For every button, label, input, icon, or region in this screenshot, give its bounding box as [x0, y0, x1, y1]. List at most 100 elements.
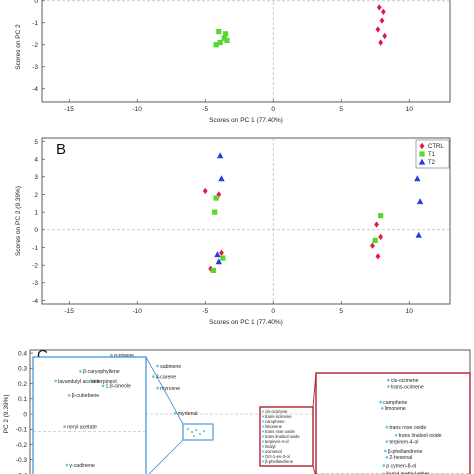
loading-label: 3-carene — [156, 374, 177, 380]
panel-c: 0.4 0.3 0.2 0.1 0 -0.1 -0.2 -0.3 -0.4 PC 2 (9.39%… — [3, 347, 471, 474]
loading-point — [394, 434, 398, 437]
x-tick-label: 5 — [339, 308, 343, 315]
zoom-right-label: trans linalool oxide — [399, 433, 442, 439]
ctrl-point — [375, 26, 381, 33]
t2-point — [415, 231, 422, 238]
t1-point — [220, 255, 226, 261]
ctrl-point — [382, 32, 388, 40]
zoom-left-label: α-terpineol — [92, 379, 117, 385]
loading-point — [79, 370, 82, 373]
y-tick-label: 4 — [34, 156, 38, 163]
x-tick-label: -10 — [132, 106, 142, 113]
ctrl-point — [202, 187, 208, 195]
ctrl-point — [216, 191, 222, 198]
x-tick-label: -15 — [64, 106, 74, 113]
t1-point — [221, 35, 227, 41]
loading-point — [382, 464, 386, 467]
ctrl-point — [219, 249, 224, 256]
y-tick-label: -2 — [32, 42, 38, 49]
loading-point — [380, 406, 384, 410]
ctrl-point — [370, 242, 375, 249]
x-tick-label: -5 — [202, 308, 208, 315]
plot-frame — [41, 0, 451, 103]
x-tick-label: -5 — [202, 106, 208, 113]
t1-point — [212, 209, 218, 215]
y-tick-label: -4 — [32, 86, 38, 93]
zoom-right-label: trans-ocimene — [391, 384, 424, 390]
ctrl-point — [378, 39, 384, 46]
loading-point — [386, 378, 390, 382]
zoom-right-label: camphene — [383, 400, 407, 406]
legend-label: CTRL — [428, 144, 444, 150]
t1-point — [213, 42, 219, 48]
t1-point — [223, 31, 229, 37]
loading-point — [186, 427, 190, 431]
y-tick-label: -0.2 — [16, 442, 28, 449]
y-tick-label: 1 — [34, 209, 38, 216]
loading-label: myrcene — [160, 386, 180, 392]
legend-label: T2 — [428, 160, 436, 166]
loading-label: sabinene — [160, 364, 181, 370]
crowded-label: terpinen-4-ol — [265, 439, 289, 444]
y-tick-label: -3 — [32, 280, 38, 287]
zoom-connector — [145, 356, 184, 425]
zoom-panel-right — [315, 372, 471, 474]
loading-point — [261, 420, 265, 423]
zoom-right-label: β-phellandrene — [388, 449, 423, 455]
crowded-label: ocimenol — [265, 449, 282, 454]
t2-point — [414, 175, 421, 182]
loading-label: α-pinene — [114, 353, 134, 359]
loading-point — [67, 394, 71, 397]
loading-point — [156, 386, 160, 390]
t1-point — [224, 37, 230, 43]
focus-box-right — [259, 406, 314, 467]
zoom-left-label: neryl acetate — [67, 424, 97, 430]
t1-point — [378, 213, 384, 219]
zoom-connector — [312, 465, 316, 474]
x-axis-label: Scores on PC 1 (77.40%) — [209, 117, 283, 124]
panel-letter: B — [56, 141, 66, 158]
y-axis-label: Scores on PC 2 (9.39%) — [15, 186, 22, 256]
loading-point — [110, 353, 113, 357]
loading-point — [194, 428, 198, 432]
zoom-left-label: 1,8-cineole — [106, 384, 131, 390]
crowded-label: trans linalool oxide — [265, 434, 300, 439]
y-tick-label: -0.4 — [16, 472, 28, 474]
zoom-left-label: γ-cadinene — [69, 463, 94, 469]
t1-point — [217, 40, 223, 46]
y-tick-label: -0.1 — [16, 427, 28, 434]
zoom-right-label: p cymen-8-ol — [386, 463, 416, 469]
loading-point — [385, 425, 389, 429]
y-tick-label: 0.1 — [18, 396, 27, 403]
loading-point — [261, 430, 265, 433]
x-tick-label: 5 — [339, 106, 343, 113]
loading-point — [261, 440, 265, 443]
loading-point — [151, 375, 155, 379]
t1-point — [210, 267, 216, 274]
panel-a: -15 -10 -5 0 5 10 0 -1 -2 -3 -4 Scores on PC 1 (77.… — [15, 0, 451, 124]
y-tick-label: 0.3 — [18, 366, 27, 373]
x-tick-label: 10 — [406, 106, 414, 113]
zoom-connector — [148, 439, 184, 474]
loading-point — [88, 379, 91, 383]
y-tick-label: -2 — [32, 262, 38, 269]
loading-point — [385, 455, 389, 459]
loading-point — [63, 425, 67, 428]
y-axis-label: PC 2 (9.39%) — [3, 394, 10, 433]
zoom-left-label: lavandulyl acetate — [58, 379, 100, 385]
plot-frame — [41, 137, 451, 305]
crowded-label: cis-ocimene — [265, 409, 288, 414]
zoom-left-label: β-cubebene — [72, 393, 100, 399]
t1-point — [216, 29, 222, 35]
loading-point — [379, 400, 383, 404]
legend-ctrl-marker — [419, 142, 425, 150]
crowded-label: limonene — [265, 424, 283, 429]
legend-t1-marker — [419, 151, 425, 157]
loading-point — [261, 455, 265, 458]
x-tick-label: -15 — [64, 308, 74, 315]
loading-point — [156, 364, 160, 368]
loading-point — [261, 435, 265, 438]
ctrl-point — [375, 253, 381, 260]
zoom-right-label: terpinen-4-ol — [389, 439, 418, 445]
